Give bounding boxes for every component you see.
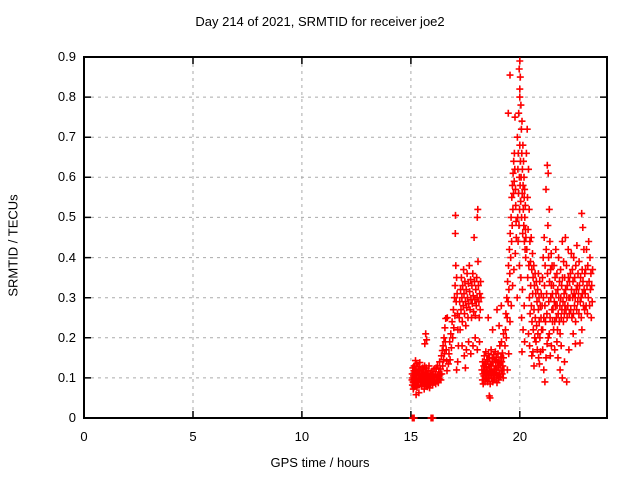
y-tick-label: 0.3 — [57, 289, 76, 305]
y-tick-label: 0.4 — [57, 249, 76, 265]
y-tick-label: 0.7 — [57, 129, 76, 145]
chart-title: Day 214 of 2021, SRMTID for receiver joe… — [195, 14, 445, 29]
y-tick-label: 0.5 — [57, 209, 76, 225]
y-tick-label: 0.6 — [57, 169, 76, 185]
x-tick-label: 15 — [403, 429, 419, 444]
x-tick-label: 0 — [80, 429, 88, 444]
scatter-points — [408, 57, 597, 422]
y-tick-label: 0 — [68, 410, 76, 425]
x-tick-label: 20 — [512, 429, 528, 444]
y-tick-label: 0.9 — [57, 49, 76, 64]
y-tick-label: 0.8 — [57, 89, 76, 105]
y-tick-label: 0.1 — [57, 369, 76, 385]
x-tick-label: 10 — [294, 429, 310, 444]
y-tick-label: 0.2 — [57, 329, 76, 345]
x-axis-label: GPS time / hours — [270, 455, 370, 470]
x-tick-label: 5 — [189, 429, 197, 444]
